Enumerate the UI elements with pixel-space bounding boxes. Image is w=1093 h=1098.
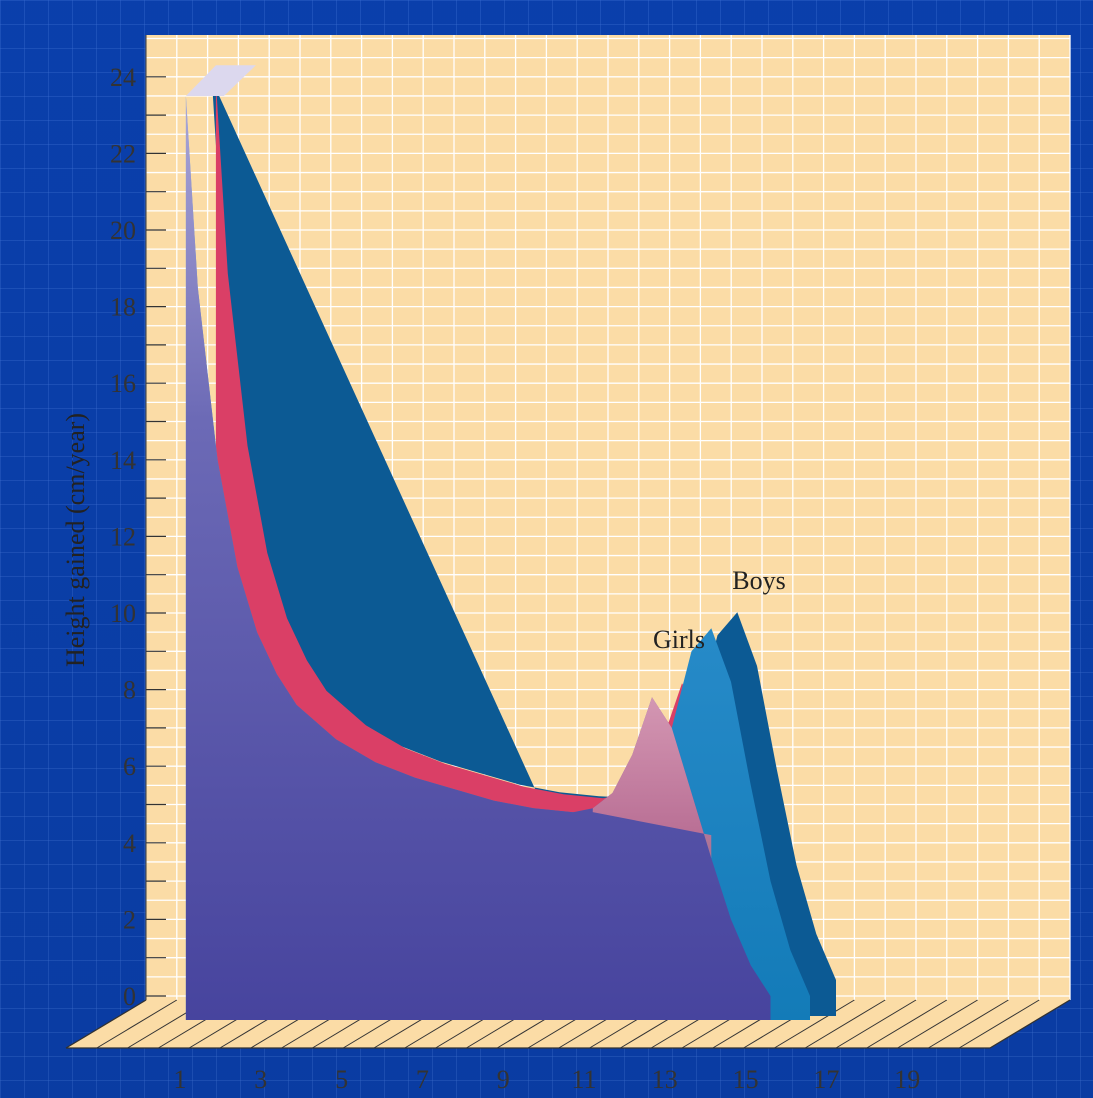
- y-tick-label: 14: [110, 446, 136, 475]
- y-tick-label: 8: [123, 676, 136, 705]
- y-tick-label: 6: [123, 752, 136, 781]
- floor-left-edge: [65, 999, 147, 1049]
- y-tick-label: 20: [110, 216, 136, 245]
- floor-line: [928, 999, 1009, 1049]
- y-tick-label: 22: [110, 139, 136, 168]
- x-tick-label: 1: [174, 1065, 187, 1094]
- floor-line: [774, 999, 855, 1049]
- y-axis-label: Height gained (cm/year): [61, 413, 90, 667]
- floor-line: [866, 999, 948, 1049]
- floor-line: [835, 999, 917, 1049]
- y-tick-label: 2: [123, 905, 136, 934]
- first-bar-cap: [185, 65, 256, 96]
- boys-annotation: Boys: [732, 566, 785, 595]
- x-tick-label: 19: [894, 1065, 920, 1094]
- y-tick-label: 16: [110, 369, 136, 398]
- x-tick-label: 3: [254, 1065, 267, 1094]
- x-tick-label: 15: [733, 1065, 759, 1094]
- girls-annotation: Girls: [653, 625, 705, 654]
- y-tick-label: 18: [110, 293, 136, 322]
- x-tick-label: 5: [335, 1065, 348, 1094]
- floor-right-edge: [989, 999, 1071, 1049]
- y-tick-label: 4: [123, 829, 136, 858]
- series-shapes: [185, 65, 836, 1020]
- x-axis-ticks: 1 3 5 7 9 11 13 15 17 19: [174, 1065, 921, 1094]
- y-tick-label: 0: [123, 982, 136, 1011]
- girls-crest: [592, 697, 712, 859]
- y-tick-label: 12: [110, 522, 136, 551]
- x-tick-label: 9: [497, 1065, 510, 1094]
- floor-line: [958, 999, 1040, 1049]
- floor-line: [804, 999, 886, 1049]
- x-tick-label: 11: [571, 1065, 596, 1094]
- x-tick-label: 17: [813, 1065, 839, 1094]
- x-tick-label: 13: [652, 1065, 678, 1094]
- floor-line: [897, 999, 978, 1049]
- x-tick-label: 7: [416, 1065, 429, 1094]
- y-tick-label: 10: [110, 599, 136, 628]
- y-tick-label: 24: [110, 63, 136, 92]
- floor-line: [96, 999, 178, 1049]
